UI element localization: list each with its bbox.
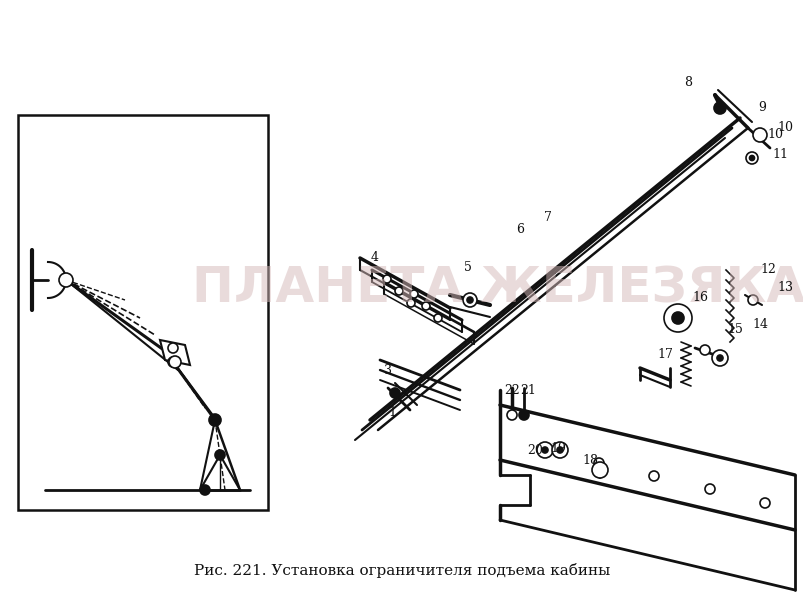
Circle shape: [538, 445, 548, 455]
Text: 15: 15: [726, 323, 742, 337]
Circle shape: [389, 388, 400, 398]
Circle shape: [556, 447, 562, 453]
Text: ПЛАНЕТА ЖЕЛЕЗЯКА: ПЛАНЕТА ЖЕЛЕЗЯКА: [192, 264, 803, 313]
Text: Рис. 221. Установка ограничителя подъема кабины: Рис. 221. Установка ограничителя подъема…: [194, 564, 609, 579]
Circle shape: [591, 462, 607, 478]
Circle shape: [663, 304, 691, 332]
Circle shape: [422, 302, 430, 310]
Circle shape: [552, 442, 567, 458]
Text: 17: 17: [656, 349, 672, 361]
Circle shape: [541, 447, 548, 453]
Circle shape: [467, 297, 472, 303]
Circle shape: [745, 152, 757, 164]
Text: 6: 6: [516, 224, 524, 237]
Text: 18: 18: [581, 454, 597, 466]
Circle shape: [169, 356, 181, 368]
Circle shape: [519, 410, 528, 420]
Polygon shape: [160, 340, 190, 365]
Text: 13: 13: [776, 281, 792, 294]
Text: 11: 11: [771, 148, 787, 162]
Text: 19: 19: [549, 442, 565, 454]
Circle shape: [168, 343, 177, 353]
Text: 8: 8: [683, 76, 691, 88]
Circle shape: [713, 102, 725, 114]
Circle shape: [209, 414, 221, 426]
Text: 10: 10: [766, 129, 782, 141]
Circle shape: [59, 273, 73, 287]
Circle shape: [394, 287, 402, 295]
Circle shape: [507, 410, 516, 420]
Circle shape: [410, 290, 418, 298]
Circle shape: [671, 312, 683, 324]
Circle shape: [593, 458, 603, 468]
Circle shape: [168, 357, 177, 367]
Text: 22: 22: [503, 383, 520, 397]
Circle shape: [747, 295, 757, 305]
Text: 14: 14: [751, 319, 767, 332]
Text: 4: 4: [370, 251, 378, 264]
Text: 5: 5: [463, 261, 471, 275]
Circle shape: [434, 314, 442, 322]
Text: 9: 9: [757, 102, 765, 115]
Text: 16: 16: [691, 291, 707, 305]
Text: 10: 10: [776, 121, 792, 135]
Circle shape: [463, 293, 476, 307]
Circle shape: [759, 498, 769, 508]
Text: 3: 3: [384, 364, 392, 376]
Text: 1: 1: [388, 406, 396, 419]
Circle shape: [648, 471, 658, 481]
Circle shape: [752, 128, 766, 142]
Circle shape: [406, 299, 414, 307]
Circle shape: [711, 350, 727, 366]
Text: 20: 20: [527, 444, 542, 457]
Text: 21: 21: [520, 383, 536, 397]
Circle shape: [200, 485, 210, 495]
Circle shape: [382, 275, 390, 283]
Circle shape: [699, 345, 709, 355]
Circle shape: [214, 450, 225, 460]
Circle shape: [536, 442, 552, 458]
Bar: [18, 115, 267, 510]
Circle shape: [748, 156, 753, 160]
Text: 7: 7: [544, 212, 551, 225]
Circle shape: [704, 484, 714, 494]
Circle shape: [716, 355, 722, 361]
Text: 12: 12: [759, 263, 775, 276]
